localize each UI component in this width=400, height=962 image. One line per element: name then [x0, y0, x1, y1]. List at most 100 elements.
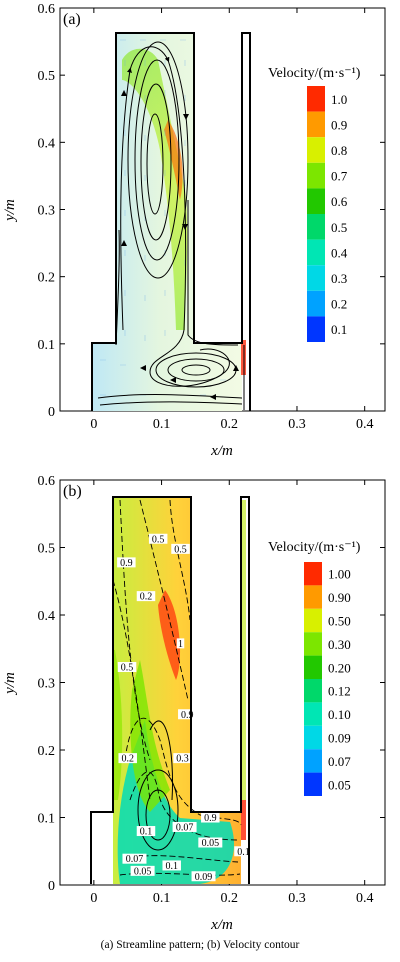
y-tick-label: 0.4 [38, 609, 56, 624]
legend-swatch [304, 749, 322, 773]
legend-level-label: 0.09 [328, 731, 351, 746]
axis-ticks: 0 0.1 0.2 0.3 0.4 0 0.1 0.2 0.3 0.4 0.5 0.6 [38, 474, 385, 906]
contour-label-bg [171, 543, 190, 554]
legend-level-label: 0.7 [331, 169, 348, 184]
contour-label: 1 [178, 639, 183, 650]
legend-swatch [304, 655, 322, 679]
legend-level-label: 0.20 [328, 660, 351, 675]
contour-label: 0.9 [181, 710, 194, 721]
x-tick-label: 0.4 [356, 891, 374, 906]
legend-swatch [304, 772, 322, 796]
y-tick-label: 0.1 [38, 338, 56, 353]
legend-swatch [307, 290, 325, 317]
flow-field-fill [92, 33, 242, 411]
legend-level-label: 0.3 [331, 271, 347, 286]
legend-swatch [304, 608, 322, 633]
legend-level-label: 0.9 [331, 117, 347, 132]
legend-swatch [307, 137, 325, 163]
contour-label-bg [201, 812, 220, 823]
streamline-arrows [121, 90, 239, 400]
arrow-marker [182, 224, 188, 230]
streamline [99, 401, 243, 406]
legend-swatch [304, 679, 322, 703]
axis-ticks: 0 0.1 0.2 0.3 0.4 0 0.1 0.2 0.3 0.4 0.5 0.6 [38, 2, 385, 432]
legend-level-label: 1.00 [328, 567, 351, 582]
contour-label-bg [176, 638, 185, 649]
streamline [149, 329, 230, 387]
contour-label-bg [173, 753, 192, 764]
contour-label-bg [130, 865, 155, 876]
legend-level-label: 0.6 [331, 194, 348, 209]
y-tick-label: 0.2 [38, 744, 56, 759]
isoline [124, 717, 242, 826]
streamline [127, 41, 189, 279]
contour-label: 0.07 [176, 822, 194, 833]
isoline [119, 499, 151, 761]
contour-label: 0.9 [204, 813, 217, 824]
x-tick-label: 0.1 [153, 417, 171, 432]
legend-level-label: 0.8 [331, 143, 347, 158]
legend-swatch [307, 239, 325, 266]
legend-level-label: 0.10 [328, 707, 351, 722]
legend-swatch [304, 562, 322, 586]
contour-label-bg [117, 662, 137, 672]
contour-label-bg [136, 591, 156, 602]
figure-caption: (a) Streamline pattern; (b) Velocity con… [101, 939, 300, 951]
streamline [167, 358, 225, 382]
panel-b: 0 0.1 0.2 0.3 0.400.10.20.30.40.50.6 0.50.50… [2, 474, 386, 933]
x-axis-title: x/m [210, 443, 233, 459]
contour-labels: 0.50.50.90.20.510.90.2 0.30.90.1 0.070.050… [117, 533, 253, 883]
x-tick-label: 0.3 [288, 417, 306, 432]
x-tick-label: 0 [90, 891, 97, 906]
arrow-marker [210, 394, 216, 400]
y-tick-label: 0 [48, 879, 55, 894]
streamline [181, 364, 211, 376]
x-tick-label: 0 [90, 417, 97, 432]
contour-label: 0.05 [134, 866, 152, 877]
isoline [169, 499, 191, 621]
legend-level-label: 0.05 [328, 777, 351, 792]
legend-swatch [307, 316, 325, 342]
legend-level-label: 0.07 [328, 754, 351, 769]
legend-swatch [304, 725, 322, 750]
contour-label: 0.5 [152, 534, 165, 545]
isoline [137, 769, 179, 851]
streamline [146, 113, 164, 215]
contour-label-bg [178, 709, 197, 720]
contour-label-bg [148, 533, 168, 544]
contour-label: 0.2 [140, 592, 153, 603]
legend-swatch [304, 632, 322, 656]
contour-fill-mid [130, 660, 170, 812]
y-tick-label: 0.2 [38, 271, 56, 286]
contour-label-bg [234, 846, 253, 857]
tank-outline [90, 496, 250, 884]
color-legend: 1.0 0.9 0.8 0.7 0.6 0.5 0.4 0.3 0.2 0.1 [307, 86, 348, 342]
legend-swatch [307, 188, 325, 214]
isoline [139, 499, 189, 701]
contour-label: 0.1 [165, 861, 178, 872]
contour-label: 0.1 [237, 847, 250, 858]
y-tick-label: 0.5 [38, 69, 56, 84]
streamline [97, 394, 243, 399]
contour-label: 0.1 [140, 827, 153, 838]
legend-level-label: 1.0 [331, 92, 347, 107]
legend-swatch [307, 86, 325, 112]
legend-swatch [307, 214, 325, 240]
y-tick-label: 0.4 [38, 136, 56, 151]
isoline [149, 720, 173, 801]
y-axis-title: y/m [2, 199, 18, 223]
legend-swatch [307, 111, 325, 138]
y-tick-label: 0.6 [38, 2, 56, 17]
x-tick-label: 0.1 [153, 891, 171, 906]
legend-swatch [307, 265, 325, 291]
color-legend: 1.00 0.90 0.50 0.30 0.20 0.12 0.10 0.09 0.07 0.05 [304, 562, 351, 796]
contour-label-bg [122, 853, 147, 864]
contour-label-bg [117, 557, 136, 568]
arrow-marker [170, 377, 176, 383]
isoline [112, 579, 151, 801]
legend-level-label: 0.2 [331, 297, 347, 312]
y-tick-label: 0.3 [38, 677, 56, 692]
x-tick-label: 0.2 [221, 417, 239, 432]
arrow-marker [140, 365, 146, 371]
